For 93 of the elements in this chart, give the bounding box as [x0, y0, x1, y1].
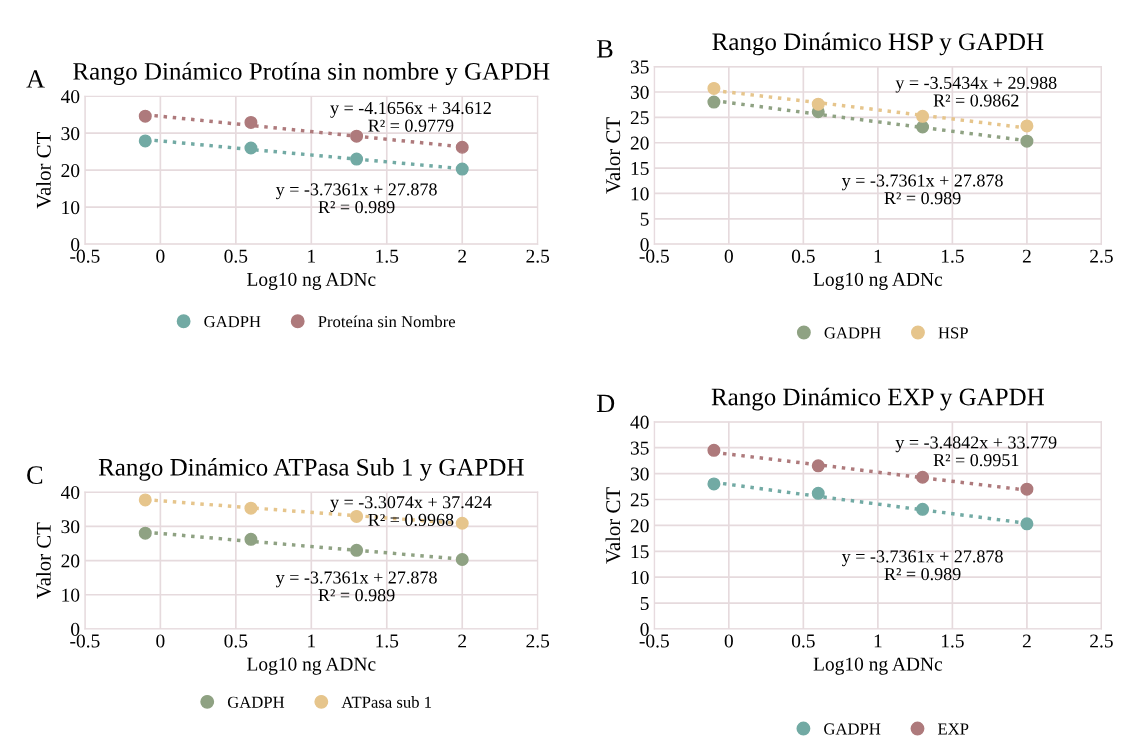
point	[455, 553, 469, 567]
annotation: y = -3.5434x + 29.988 R² = 0.9862	[895, 76, 1057, 107]
x-tick-label: 1.5	[376, 634, 399, 648]
y-tick-label: 35	[630, 60, 649, 74]
y-tick-label: 30	[61, 520, 80, 534]
y-tick-label: 30	[630, 467, 649, 481]
x-axis-title: Log10 ng ADNc	[247, 272, 376, 290]
y-tick-label: 15	[631, 545, 649, 559]
x-tick-label: 2.5	[526, 634, 550, 648]
y-tick-label: 40	[60, 90, 80, 104]
annotation: y = -3.3074x + 37.424 R² = 0.9968	[330, 496, 492, 527]
y-tick-label: 5	[640, 597, 649, 611]
y-tick-label: 40	[630, 415, 649, 429]
x-tick-label: 2	[1022, 249, 1031, 263]
legend-label: Proteína sin Nombre	[318, 315, 456, 328]
y-tick-label: 5	[640, 212, 649, 226]
legend-label: GADPH	[824, 327, 881, 339]
annotation: y = -3.7361x + 27.878 R² = 0.989	[841, 550, 1003, 581]
x-axis-title: Log10 ng ADNc	[813, 657, 943, 675]
text: C	[27, 466, 43, 484]
point	[350, 129, 364, 143]
y-axis-title: Valor CT	[36, 132, 51, 209]
x-tick-label: -0.5	[70, 634, 100, 648]
annotation: y = -3.7361x + 27.878 R² = 0.989	[841, 174, 1003, 205]
legend-label: HSP	[938, 327, 968, 339]
x-tick-label: 0	[156, 634, 165, 648]
x-axis-title: Log10 ng ADNc	[813, 272, 943, 290]
point	[1020, 134, 1034, 148]
x-tick-label: 0	[724, 634, 733, 648]
point	[707, 81, 721, 95]
chart-title: Rango Dinámico HSP y GAPDH	[712, 32, 1044, 56]
x-tick-label: 2	[458, 249, 467, 263]
chart-title: Rango Dinámico EXP y GAPDH	[711, 387, 1045, 411]
x-tick-label: 1.5	[941, 249, 964, 263]
y-tick-label: 0	[640, 622, 649, 636]
point	[707, 443, 721, 457]
x-tick-label: 1	[874, 634, 882, 648]
y-tick-label: 35	[630, 441, 649, 455]
legend-label: EXP	[937, 723, 969, 735]
chart-title: Rango Dinámico Protína sin nombre y GAPDH	[73, 62, 550, 85]
legend-label: GADPH	[204, 316, 261, 328]
y-tick-label: 25	[630, 493, 649, 507]
text: D	[596, 394, 615, 413]
x-tick-label: 2.5	[1090, 634, 1113, 648]
y-tick-label: 20	[630, 519, 649, 533]
x-tick-label: 1	[308, 249, 315, 263]
y-tick-label: 40	[60, 485, 80, 500]
x-tick-label: 1.5	[376, 249, 399, 263]
x-tick-label: 2	[458, 634, 467, 648]
x-tick-label: 2.5	[526, 249, 550, 263]
y-axis-title: Valor CT	[605, 487, 621, 564]
point	[350, 543, 364, 557]
x-tick-label: 0	[724, 249, 733, 263]
text: A	[26, 70, 45, 88]
point	[350, 152, 364, 166]
annotation: y = -3.4842x + 33.779 R² = 0.9951	[895, 436, 1057, 467]
legend-label: GADPH	[824, 723, 881, 735]
y-tick-label: 10	[62, 201, 80, 215]
y-tick-label: 30	[630, 85, 649, 99]
x-tick-label: 0.5	[791, 249, 815, 263]
x-tick-label: 1	[874, 249, 882, 263]
x-tick-label: 0.5	[224, 634, 248, 648]
y-tick-label: 30	[61, 127, 80, 141]
y-axis-title: Valor CT	[605, 117, 621, 194]
text: B	[596, 40, 613, 58]
y-tick-label: 10	[62, 588, 80, 602]
legend-label: ATPasa sub 1	[341, 696, 432, 708]
legend-label: GADPH	[227, 696, 285, 708]
x-tick-label: 1	[308, 634, 315, 648]
chart-title: Rango Dinámico ATPasa Sub 1 y GAPDH	[98, 458, 524, 481]
y-tick-label: 15	[631, 162, 649, 176]
x-tick-label: 2	[1022, 634, 1031, 648]
x-tick-label: 0.5	[224, 249, 248, 263]
x-tick-label: 2.5	[1090, 249, 1113, 263]
x-axis-title: Log10 ng ADNc	[247, 657, 376, 675]
y-tick-label: 0	[71, 622, 80, 636]
y-axis-title: Valor CT	[36, 522, 51, 599]
y-tick-label: 20	[630, 136, 649, 150]
y-tick-label: 20	[61, 554, 80, 568]
y-tick-label: 10	[631, 187, 649, 201]
annotation: y = -3.7361x + 27.878 R² = 0.989	[275, 183, 437, 214]
x-tick-label: 0.5	[791, 634, 815, 648]
point	[1020, 482, 1034, 496]
y-tick-label: 20	[61, 164, 80, 178]
y-tick-label: 10	[631, 571, 649, 585]
y-tick-label: 25	[630, 111, 649, 125]
x-tick-label: 0	[156, 249, 165, 263]
annotation: y = -4.1656x + 34.612 R² = 0.9779	[330, 101, 491, 132]
x-tick-label: -0.5	[639, 634, 669, 648]
point	[455, 140, 469, 154]
point	[455, 162, 469, 176]
x-tick-label: 1.5	[941, 634, 964, 648]
annotation: y = -3.7361x + 27.878 R² = 0.989	[275, 571, 437, 602]
